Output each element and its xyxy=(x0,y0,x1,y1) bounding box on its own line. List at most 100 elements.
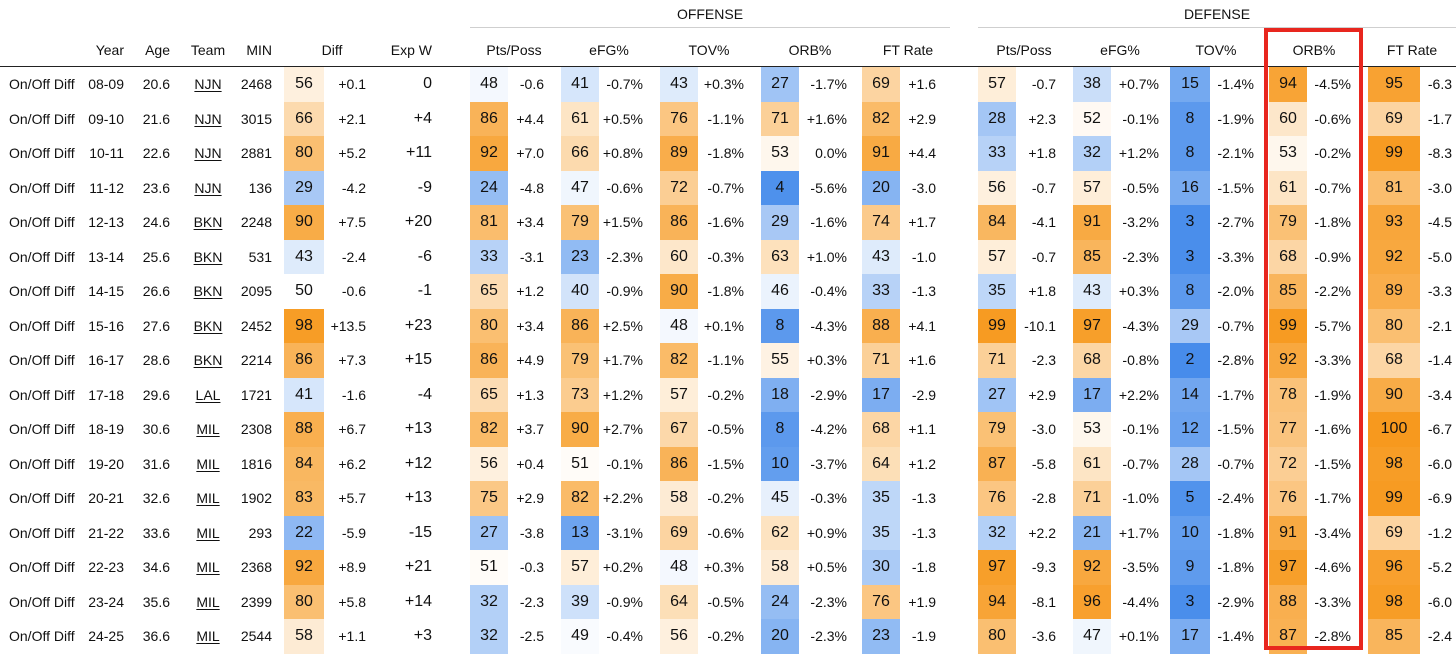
off-pts-poss-percentile: 75 xyxy=(470,481,508,516)
def-pts-poss-percentile: 33 xyxy=(978,136,1016,171)
def-orb-percentile: 77 xyxy=(1269,412,1307,447)
off-efg-percentile: 66 xyxy=(561,136,599,171)
team-link[interactable]: BKN xyxy=(193,248,223,265)
def-tov-value: -0.7% xyxy=(1217,317,1254,334)
def-ft-rate-value: -4.5 xyxy=(1427,214,1452,230)
header-def-pts-poss[interactable]: Pts/Poss xyxy=(996,42,1052,58)
team-link[interactable]: NJN xyxy=(194,110,222,127)
off-orb-value: -0.4% xyxy=(810,283,847,299)
cell-min: 531 xyxy=(248,248,272,265)
def-orb-value: -0.9% xyxy=(1314,248,1351,265)
header-min[interactable]: MIN xyxy=(246,42,272,58)
cell-age: 23.6 xyxy=(142,179,170,196)
team-link[interactable]: MIL xyxy=(196,593,220,610)
def-pts-poss-percentile: 94 xyxy=(978,584,1016,619)
off-ft-rate-value: +4.1 xyxy=(908,317,936,334)
team-link[interactable]: NJN xyxy=(194,179,222,196)
exp-w-value: +21 xyxy=(404,558,432,575)
team-link[interactable]: NJN xyxy=(194,145,222,161)
row-label: On/Off Diff xyxy=(9,628,75,644)
team-link[interactable]: BKN xyxy=(193,214,223,230)
header-off-tov[interactable]: TOV% xyxy=(688,42,730,58)
def-efg-value: +0.3% xyxy=(1118,283,1159,299)
team-link[interactable]: MIL xyxy=(196,490,220,506)
def-tov-value: -1.4% xyxy=(1217,76,1254,92)
off-pts-poss-value: +3.4 xyxy=(516,214,544,230)
off-orb-value: -4.3% xyxy=(810,317,847,334)
exp-w-value: +23 xyxy=(404,316,432,334)
def-efg-percentile: 96 xyxy=(1073,584,1111,619)
def-pts-poss-value: -0.7 xyxy=(1031,76,1056,92)
def-pts-poss-value: +2.3 xyxy=(1028,110,1056,127)
def-ft-rate-percentile: 89 xyxy=(1368,274,1420,309)
def-tov-value: -1.4% xyxy=(1217,628,1254,644)
row-label: On/Off Diff xyxy=(9,559,75,575)
team-link[interactable]: BKN xyxy=(193,283,223,299)
off-efg-value: -0.7% xyxy=(606,76,643,92)
off-orb-value: +1.0% xyxy=(806,248,847,265)
header-rule xyxy=(0,66,1456,67)
team-link[interactable]: MIL xyxy=(196,524,220,541)
off-tov-percentile: 43 xyxy=(660,67,698,102)
header-year[interactable]: Year xyxy=(95,42,124,58)
header-off-ft-rate[interactable]: FT Rate xyxy=(882,42,934,58)
def-efg-percentile: 43 xyxy=(1073,274,1111,309)
off-ft-rate-value: -1.3 xyxy=(911,524,936,541)
off-pts-poss-value: +4.4 xyxy=(516,110,544,127)
def-efg-percentile: 21 xyxy=(1073,515,1111,550)
off-tov-percentile: 69 xyxy=(660,515,698,550)
def-pts-poss-percentile: 80 xyxy=(978,619,1016,654)
team-link[interactable]: LAL xyxy=(195,386,221,403)
cell-min: 136 xyxy=(248,179,272,196)
def-orb-value: -3.4% xyxy=(1314,524,1351,541)
off-ft-rate-value: +2.9 xyxy=(908,110,936,127)
header-exp-w[interactable]: Exp W xyxy=(390,42,432,58)
off-efg-percentile: 41 xyxy=(561,67,599,102)
off-tov-percentile: 67 xyxy=(660,412,698,447)
header-off-efg[interactable]: eFG% xyxy=(589,42,629,58)
team-link[interactable]: BKN xyxy=(193,317,223,334)
def-efg-value: +2.2% xyxy=(1118,386,1159,403)
off-orb-value: -5.6% xyxy=(810,179,847,196)
team-link[interactable]: MIL xyxy=(196,421,220,437)
diff-value: +13.5 xyxy=(330,317,366,334)
def-efg-value: -2.3% xyxy=(1122,248,1159,265)
team-link[interactable]: MIL xyxy=(196,559,220,575)
header-off-orb[interactable]: ORB% xyxy=(788,42,832,58)
exp-w-value: -6 xyxy=(417,247,432,265)
header-team[interactable]: Team xyxy=(190,42,226,58)
header-off-pts-poss[interactable]: Pts/Poss xyxy=(486,42,542,58)
row-label: On/Off Diff xyxy=(9,179,75,196)
team-link[interactable]: BKN xyxy=(193,352,223,368)
def-pts-poss-value: -0.7 xyxy=(1031,248,1056,265)
def-ft-rate-percentile: 85 xyxy=(1368,619,1420,654)
def-efg-percentile: 92 xyxy=(1073,550,1111,585)
cell-year: 16-17 xyxy=(88,352,124,368)
def-tov-value: -2.8% xyxy=(1217,352,1254,368)
team-link[interactable]: NJN xyxy=(194,76,222,92)
off-tov-value: -0.2% xyxy=(707,628,744,644)
header-diff[interactable]: Diff xyxy=(321,42,343,58)
off-tov-value: -1.8% xyxy=(707,145,744,161)
off-pts-poss-percentile: 33 xyxy=(470,239,508,274)
def-efg-percentile: 32 xyxy=(1073,136,1111,171)
off-pts-poss-value: -3.8 xyxy=(519,524,544,541)
header-age[interactable]: Age xyxy=(145,42,170,58)
header-def-efg[interactable]: eFG% xyxy=(1100,42,1140,58)
off-pts-poss-percentile: 65 xyxy=(470,274,508,309)
off-orb-value: -2.3% xyxy=(810,628,847,644)
def-orb-value: -1.6% xyxy=(1314,421,1351,437)
off-orb-value: -2.3% xyxy=(810,593,847,610)
def-orb-value: -3.3% xyxy=(1314,352,1351,368)
cell-year: 12-13 xyxy=(88,214,124,230)
header-def-tov[interactable]: TOV% xyxy=(1195,42,1237,58)
header-def-ft-rate[interactable]: FT Rate xyxy=(1386,42,1438,58)
off-tov-value: -0.5% xyxy=(707,421,744,437)
def-ft-rate-value: -1.4 xyxy=(1427,352,1452,368)
off-tov-percentile: 76 xyxy=(660,101,698,136)
header-def-orb[interactable]: ORB% xyxy=(1292,42,1336,58)
team-link[interactable]: MIL xyxy=(196,455,220,472)
def-pts-poss-value: +1.8 xyxy=(1028,145,1056,161)
exp-w-value: +13 xyxy=(404,420,432,437)
team-link[interactable]: MIL xyxy=(196,628,220,644)
